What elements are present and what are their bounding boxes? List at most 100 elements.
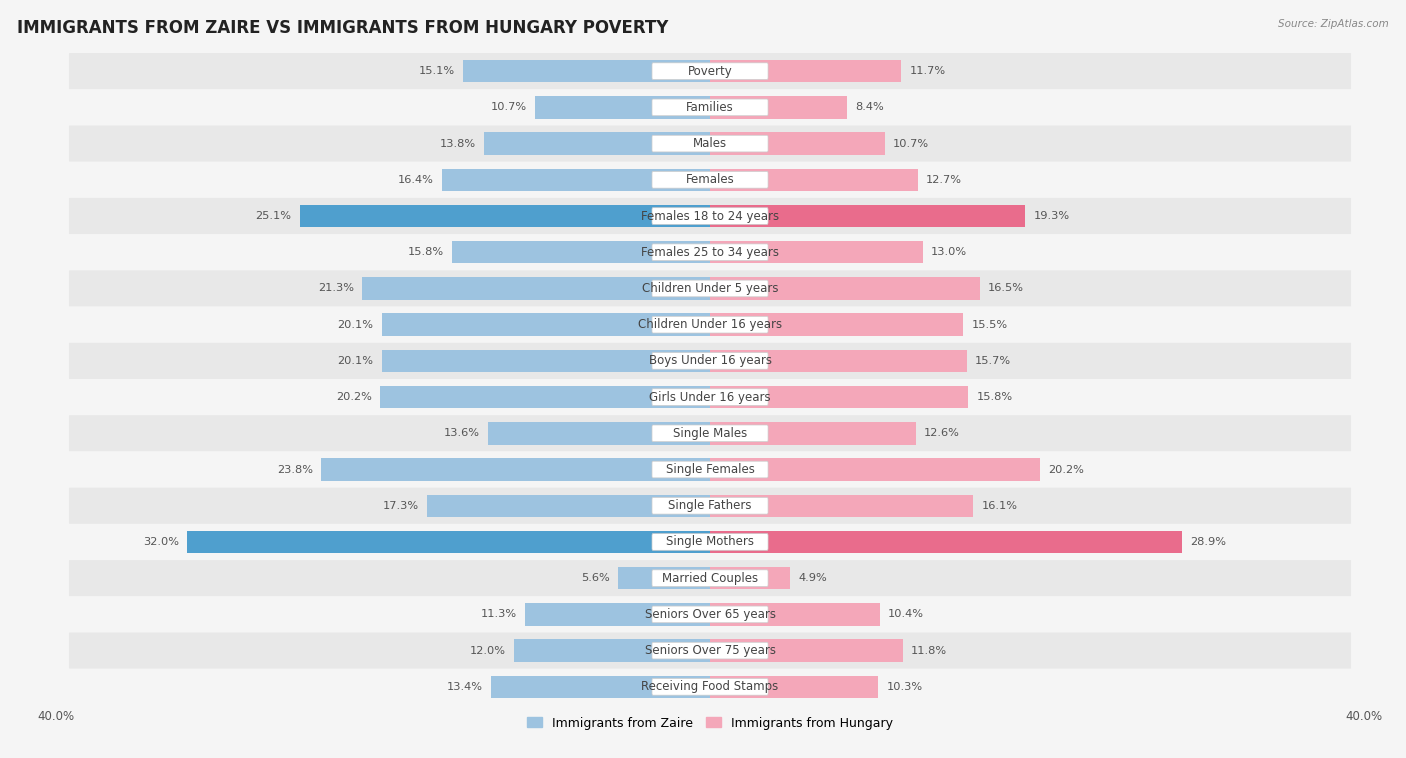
Text: Females 25 to 34 years: Females 25 to 34 years (641, 246, 779, 258)
FancyBboxPatch shape (652, 534, 768, 550)
Text: Children Under 16 years: Children Under 16 years (638, 318, 782, 331)
FancyBboxPatch shape (69, 53, 1351, 89)
Text: 15.8%: 15.8% (976, 392, 1012, 402)
Bar (441, 168, 710, 191)
Text: 15.8%: 15.8% (408, 247, 444, 257)
Text: 11.8%: 11.8% (911, 646, 948, 656)
Text: 10.7%: 10.7% (893, 139, 929, 149)
Bar (619, 567, 710, 590)
Text: Single Males: Single Males (673, 427, 747, 440)
Text: 17.3%: 17.3% (382, 501, 419, 511)
Bar (451, 241, 710, 264)
Bar (515, 640, 710, 662)
Text: 13.0%: 13.0% (931, 247, 967, 257)
FancyBboxPatch shape (69, 597, 1351, 632)
Bar (491, 675, 710, 698)
Text: 13.6%: 13.6% (443, 428, 479, 438)
Text: 16.5%: 16.5% (988, 283, 1024, 293)
Bar (427, 494, 710, 517)
Text: 11.3%: 11.3% (481, 609, 517, 619)
Text: Source: ZipAtlas.com: Source: ZipAtlas.com (1278, 19, 1389, 29)
Text: 11.7%: 11.7% (910, 66, 946, 76)
Bar (710, 205, 1025, 227)
FancyBboxPatch shape (652, 642, 768, 659)
Bar (380, 386, 710, 409)
Text: Girls Under 16 years: Girls Under 16 years (650, 390, 770, 403)
FancyBboxPatch shape (69, 198, 1351, 234)
FancyBboxPatch shape (652, 244, 768, 261)
FancyBboxPatch shape (652, 208, 768, 224)
Bar (526, 603, 710, 625)
Text: Single Mothers: Single Mothers (666, 535, 754, 549)
Text: 16.1%: 16.1% (981, 501, 1018, 511)
Text: Children Under 5 years: Children Under 5 years (641, 282, 779, 295)
Text: 20.1%: 20.1% (337, 320, 374, 330)
FancyBboxPatch shape (652, 389, 768, 406)
Text: 16.4%: 16.4% (398, 175, 434, 185)
Bar (488, 422, 710, 444)
Text: 10.7%: 10.7% (491, 102, 527, 112)
Text: Poverty: Poverty (688, 64, 733, 77)
FancyBboxPatch shape (652, 63, 768, 80)
Bar (381, 314, 710, 336)
Bar (299, 205, 710, 227)
Text: 12.0%: 12.0% (470, 646, 506, 656)
FancyBboxPatch shape (652, 135, 768, 152)
FancyBboxPatch shape (652, 280, 768, 297)
Bar (710, 168, 918, 191)
Bar (321, 459, 710, 481)
FancyBboxPatch shape (652, 171, 768, 188)
FancyBboxPatch shape (69, 234, 1351, 271)
Bar (710, 241, 922, 264)
FancyBboxPatch shape (69, 379, 1351, 415)
Text: Boys Under 16 years: Boys Under 16 years (648, 355, 772, 368)
Text: Receiving Food Stamps: Receiving Food Stamps (641, 681, 779, 694)
FancyBboxPatch shape (652, 678, 768, 695)
FancyBboxPatch shape (69, 524, 1351, 560)
FancyBboxPatch shape (652, 497, 768, 514)
Legend: Immigrants from Zaire, Immigrants from Hungary: Immigrants from Zaire, Immigrants from H… (522, 712, 898, 735)
Text: 13.4%: 13.4% (447, 682, 482, 692)
FancyBboxPatch shape (69, 669, 1351, 705)
Text: 4.9%: 4.9% (799, 573, 827, 583)
Bar (361, 277, 710, 299)
Bar (463, 60, 710, 83)
Bar (710, 675, 879, 698)
FancyBboxPatch shape (652, 99, 768, 116)
Bar (710, 459, 1040, 481)
Bar (536, 96, 710, 118)
FancyBboxPatch shape (69, 452, 1351, 487)
Bar (710, 603, 880, 625)
FancyBboxPatch shape (69, 343, 1351, 379)
Bar (710, 277, 980, 299)
FancyBboxPatch shape (69, 89, 1351, 126)
Text: 12.7%: 12.7% (925, 175, 962, 185)
Text: 13.8%: 13.8% (440, 139, 477, 149)
Text: IMMIGRANTS FROM ZAIRE VS IMMIGRANTS FROM HUNGARY POVERTY: IMMIGRANTS FROM ZAIRE VS IMMIGRANTS FROM… (17, 19, 668, 37)
FancyBboxPatch shape (652, 352, 768, 369)
FancyBboxPatch shape (652, 316, 768, 333)
FancyBboxPatch shape (652, 425, 768, 442)
Text: 20.2%: 20.2% (336, 392, 371, 402)
FancyBboxPatch shape (69, 415, 1351, 452)
FancyBboxPatch shape (69, 487, 1351, 524)
Text: 15.1%: 15.1% (419, 66, 456, 76)
Bar (485, 133, 710, 155)
FancyBboxPatch shape (69, 271, 1351, 306)
FancyBboxPatch shape (652, 461, 768, 478)
FancyBboxPatch shape (652, 570, 768, 587)
Text: 28.9%: 28.9% (1191, 537, 1226, 547)
Text: Seniors Over 75 years: Seniors Over 75 years (644, 644, 776, 657)
Bar (710, 133, 884, 155)
Text: Seniors Over 65 years: Seniors Over 65 years (644, 608, 776, 621)
FancyBboxPatch shape (652, 606, 768, 623)
FancyBboxPatch shape (69, 161, 1351, 198)
Text: 8.4%: 8.4% (855, 102, 884, 112)
Text: 15.5%: 15.5% (972, 320, 1008, 330)
Text: 10.4%: 10.4% (889, 609, 924, 619)
Text: 15.7%: 15.7% (974, 356, 1011, 366)
Text: 12.6%: 12.6% (924, 428, 960, 438)
Text: Single Fathers: Single Fathers (668, 500, 752, 512)
Text: 5.6%: 5.6% (582, 573, 610, 583)
Bar (187, 531, 710, 553)
